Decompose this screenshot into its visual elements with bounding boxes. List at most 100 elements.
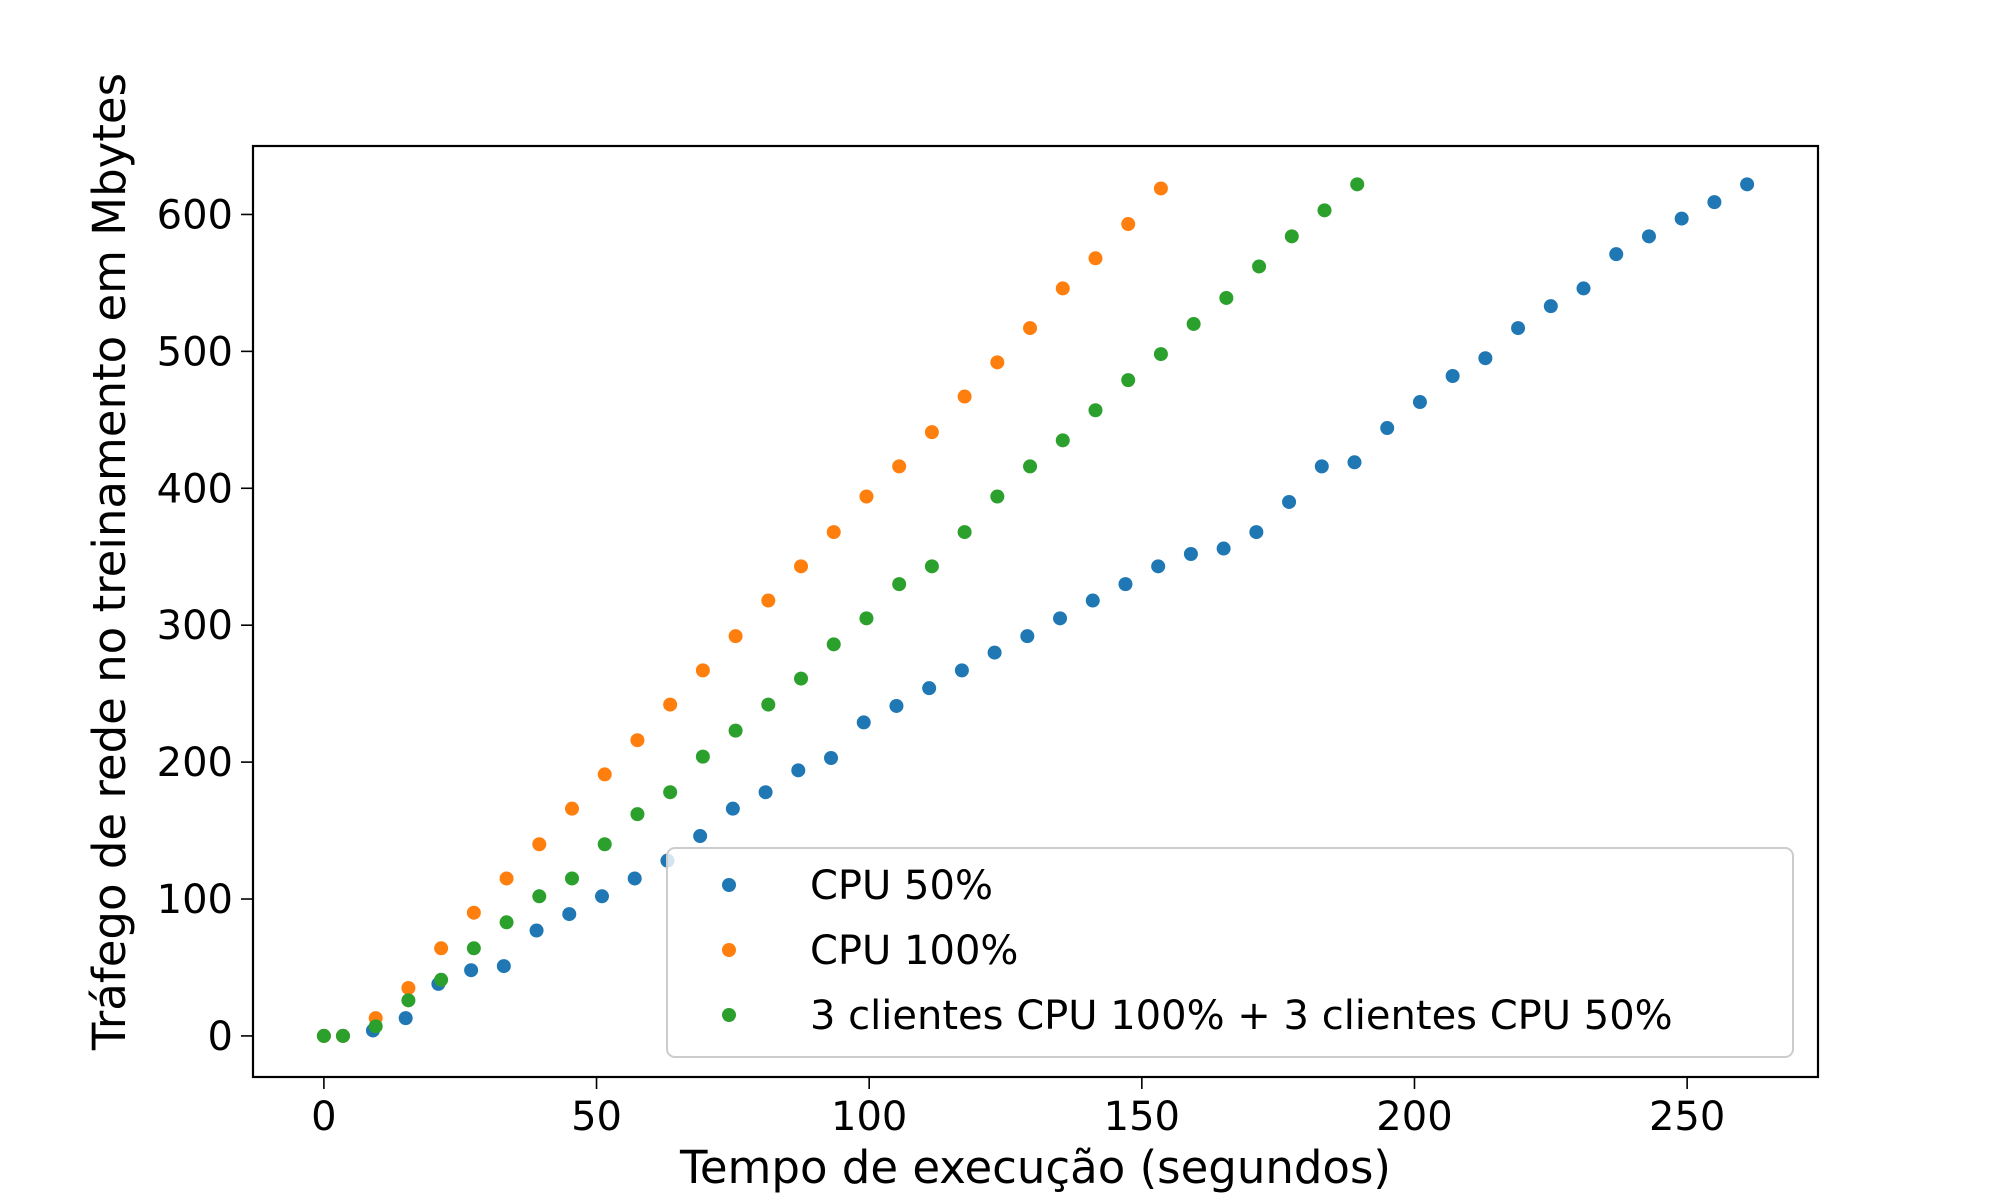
data-point xyxy=(1219,290,1234,305)
y-tick-label: 100 xyxy=(157,877,233,923)
data-point xyxy=(627,871,642,886)
data-point xyxy=(1088,403,1103,418)
data-point xyxy=(499,915,514,930)
data-point xyxy=(761,697,776,712)
data-point xyxy=(924,425,939,440)
data-point xyxy=(1216,541,1231,556)
data-point xyxy=(856,715,871,730)
data-point xyxy=(957,525,972,540)
x-axis-ticks: 0 50 100 150 200 250 xyxy=(311,1077,1725,1140)
legend-marker-cpu-50 xyxy=(722,878,736,892)
data-point xyxy=(630,733,645,748)
data-point xyxy=(564,871,579,886)
data-point xyxy=(1055,281,1070,296)
data-point xyxy=(924,559,939,574)
data-point xyxy=(957,389,972,404)
data-point xyxy=(594,889,609,904)
data-point xyxy=(1317,203,1332,218)
data-point xyxy=(1412,395,1427,410)
data-point xyxy=(464,963,479,978)
data-point xyxy=(529,923,544,938)
legend: CPU 50% CPU 100% 3 clientes CPU 100% + 3… xyxy=(666,847,1794,1058)
data-point xyxy=(434,941,449,956)
data-point xyxy=(1085,593,1100,608)
series-2 xyxy=(316,181,1168,1043)
data-point xyxy=(466,941,481,956)
data-point xyxy=(434,972,449,987)
x-tick-label: 200 xyxy=(1376,1094,1452,1140)
data-point xyxy=(663,697,678,712)
data-point xyxy=(1121,217,1136,232)
data-point xyxy=(1674,211,1689,226)
data-point xyxy=(794,559,809,574)
x-tick-label: 100 xyxy=(831,1094,907,1140)
data-point xyxy=(1153,347,1168,362)
data-point xyxy=(1020,629,1035,644)
data-point xyxy=(1151,559,1166,574)
data-point xyxy=(368,1019,383,1034)
data-point xyxy=(499,871,514,886)
y-tick-label: 400 xyxy=(157,466,233,512)
data-point xyxy=(859,489,874,504)
data-point xyxy=(597,767,612,782)
data-point xyxy=(922,681,937,696)
data-point xyxy=(693,829,708,844)
data-point xyxy=(466,905,481,920)
data-point xyxy=(758,785,773,800)
data-point xyxy=(728,723,743,738)
legend-marker-mixed-clients xyxy=(722,1008,736,1022)
data-point xyxy=(990,489,1005,504)
data-point xyxy=(663,785,678,800)
data-point xyxy=(1347,455,1362,470)
y-axis-label: Tráfego de rede no treinamento em Mbytes xyxy=(83,73,136,1051)
data-point xyxy=(532,837,547,852)
data-point xyxy=(1478,351,1493,366)
data-point xyxy=(859,611,874,626)
data-point xyxy=(725,801,740,816)
data-point xyxy=(1314,459,1329,474)
y-tick-label: 0 xyxy=(208,1014,233,1060)
data-point xyxy=(794,671,809,686)
data-point xyxy=(1121,373,1136,388)
data-point xyxy=(761,593,776,608)
data-point xyxy=(1249,525,1264,540)
plot-frame xyxy=(251,144,1820,1079)
data-point xyxy=(1380,421,1395,436)
data-point xyxy=(335,1028,350,1043)
data-point xyxy=(1543,299,1558,314)
data-point xyxy=(990,355,1005,370)
data-point xyxy=(1023,459,1038,474)
data-point xyxy=(630,807,645,822)
x-tick-label: 50 xyxy=(571,1094,622,1140)
data-point xyxy=(1183,546,1198,561)
data-point xyxy=(1609,247,1624,262)
y-tick-label: 500 xyxy=(157,329,233,375)
data-point xyxy=(401,981,416,996)
data-point xyxy=(401,993,416,1008)
data-point xyxy=(1641,229,1656,244)
y-tick-label: 200 xyxy=(157,740,233,786)
data-point xyxy=(1153,181,1168,196)
legend-marker-cpu-100 xyxy=(722,943,736,957)
data-point xyxy=(398,1011,413,1026)
data-point xyxy=(1055,433,1070,448)
data-point xyxy=(1511,321,1526,336)
data-point xyxy=(1118,577,1133,592)
data-point xyxy=(1053,611,1068,626)
x-tick-label: 150 xyxy=(1104,1094,1180,1140)
data-point xyxy=(1445,369,1460,384)
data-point xyxy=(316,1028,331,1043)
data-point xyxy=(597,837,612,852)
data-point xyxy=(892,577,907,592)
data-point xyxy=(728,629,743,644)
data-point xyxy=(1088,251,1103,266)
data-point xyxy=(695,749,710,764)
data-point xyxy=(889,698,904,713)
data-point xyxy=(1707,195,1722,210)
legend-label-mixed-clients: 3 clientes CPU 100% + 3 clientes CPU 50% xyxy=(810,993,1673,1039)
legend-box xyxy=(666,847,1794,1058)
data-point xyxy=(1284,229,1299,244)
x-axis-label: Tempo de execução (segundos) xyxy=(679,1141,1391,1194)
data-point xyxy=(564,801,579,816)
